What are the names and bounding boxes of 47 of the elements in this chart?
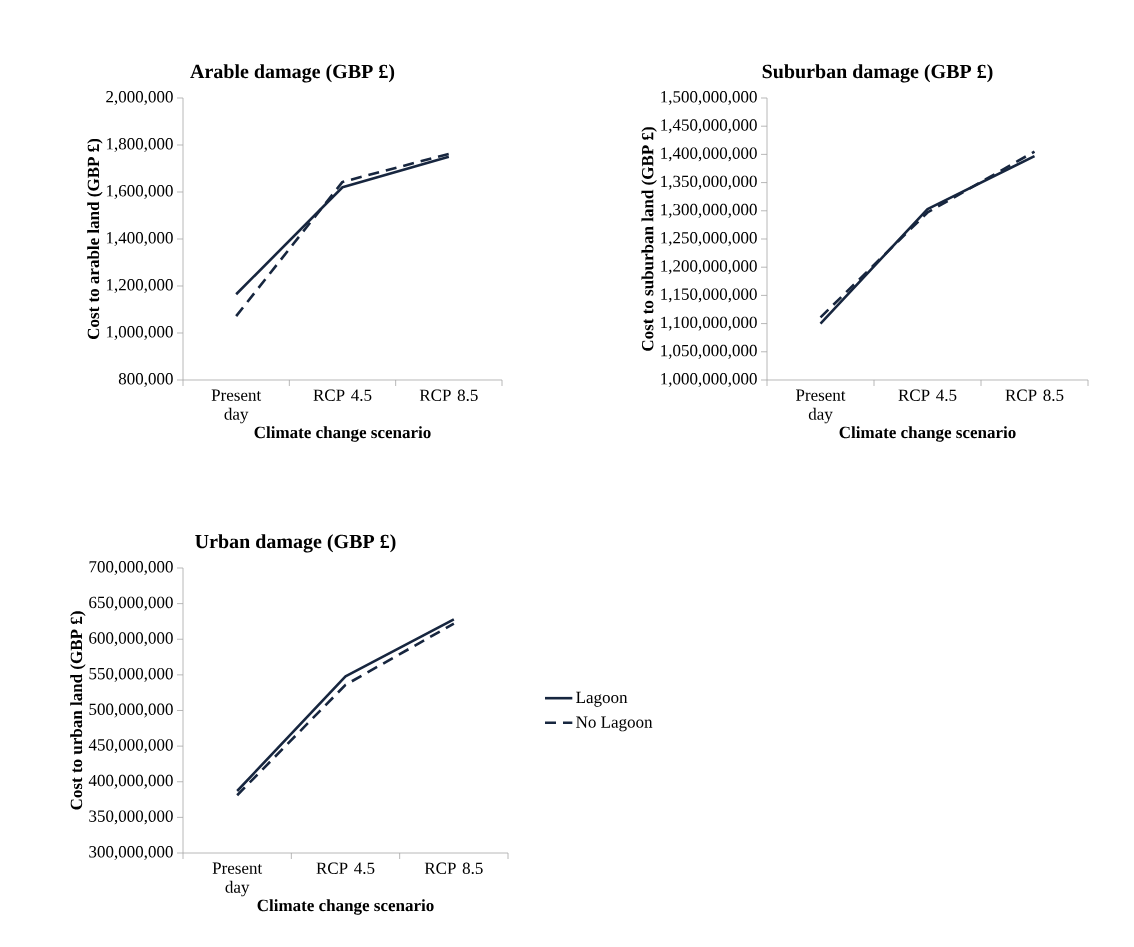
- y-tick-label: 350,000,000: [89, 810, 173, 825]
- y-tick-label: 500,000,000: [89, 703, 173, 718]
- y-tick-label: 1,400,000: [106, 232, 173, 246]
- x-axis-title: Climate change scenario: [257, 899, 434, 915]
- y-tick-label: 1,150,000,000: [661, 288, 757, 303]
- y-axis-title: Cost to suburban land (GBP £): [641, 127, 657, 351]
- y-tick-label: 1,400,000,000: [661, 147, 757, 162]
- legend-label: No Lagoon: [576, 716, 653, 732]
- y-tick-label: 400,000,000: [88, 774, 173, 789]
- y-tick-label: 1,000,000: [106, 326, 173, 340]
- y-tick-label: 1,600,000: [106, 185, 173, 199]
- x-tick-label: RCP 4.5: [898, 389, 957, 402]
- y-tick-label: 1,500,000,000: [661, 91, 757, 105]
- x-tick-label: Present day: [795, 389, 846, 424]
- legend-label: Lagoon: [576, 691, 628, 707]
- x-tick-label: RCP 8.5: [1005, 389, 1064, 402]
- y-tick-label: 1,350,000,000: [661, 175, 757, 190]
- x-tick-label: RCP 8.5: [424, 862, 483, 875]
- chart-title: Arable damage (GBP £): [190, 64, 395, 83]
- y-tick-label: 1,000,000,000: [661, 373, 757, 387]
- y-tick-label: 300,000,000: [89, 846, 173, 860]
- y-tick-label: 1,450,000,000: [661, 119, 757, 134]
- x-tick-label: Present day: [211, 389, 262, 424]
- chart-title: Urban damage (GBP £): [195, 534, 396, 553]
- y-tick-label: 1,250,000,000: [661, 232, 757, 246]
- y-tick-label: 2,000,000: [106, 91, 173, 105]
- y-tick-label: 1,200,000,000: [661, 260, 757, 275]
- x-tick-label: Present day: [212, 862, 263, 897]
- y-tick-label: 1,050,000,000: [661, 344, 757, 359]
- chart-title: Suburban damage (GBP £): [762, 64, 993, 83]
- y-tick-label: 800,000: [118, 373, 173, 387]
- x-tick-label: RCP 8.5: [419, 389, 478, 402]
- y-tick-label: 550,000,000: [89, 667, 173, 682]
- y-tick-label: 450,000,000: [88, 739, 173, 754]
- x-axis-title: Climate change scenario: [839, 426, 1016, 442]
- y-tick-label: 1,800,000: [106, 138, 173, 152]
- y-tick-label: 700,000,000: [89, 561, 173, 575]
- y-tick-label: 1,100,000,000: [661, 316, 757, 331]
- x-axis-title: Climate change scenario: [254, 426, 431, 442]
- x-tick-label: RCP 4.5: [313, 389, 372, 402]
- y-axis-title: Cost to arable land (GBP £): [87, 138, 103, 339]
- y-tick-label: 1,200,000: [106, 279, 173, 293]
- x-tick-label: RCP 4.5: [316, 862, 375, 875]
- y-axis-title: Cost to urban land (GBP £): [70, 611, 86, 810]
- y-tick-label: 1,300,000,000: [661, 203, 757, 218]
- y-tick-label: 600,000,000: [89, 632, 173, 647]
- y-tick-label: 650,000,000: [89, 596, 173, 611]
